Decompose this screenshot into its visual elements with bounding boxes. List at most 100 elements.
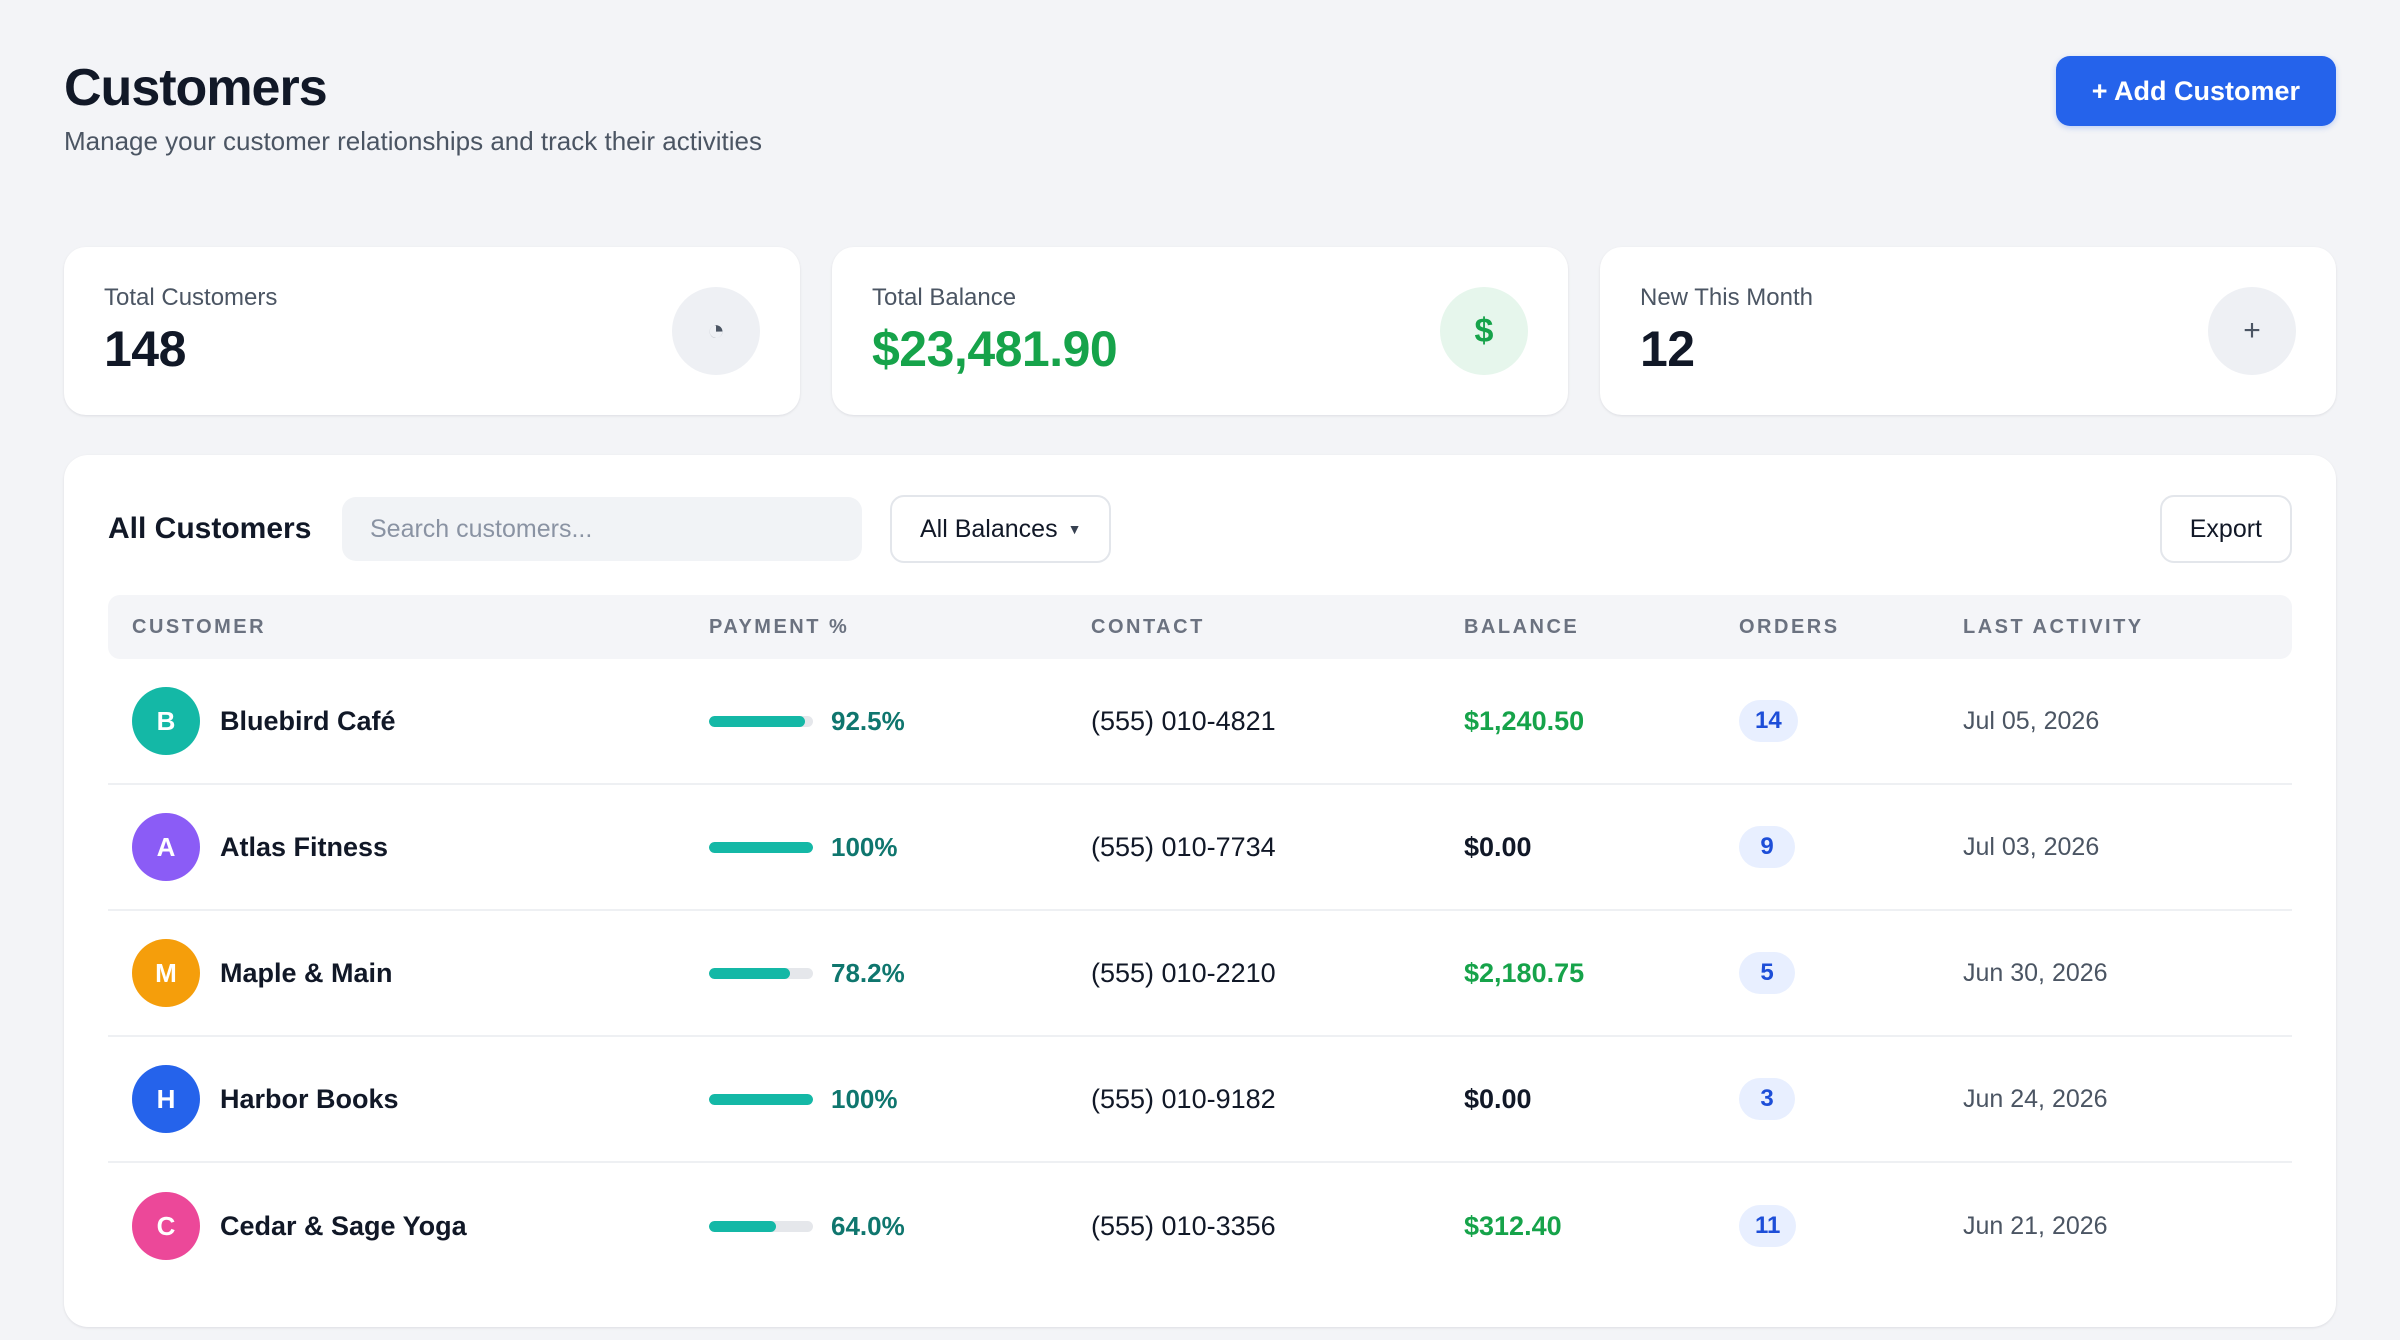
payment-cell: 78.2% [709, 958, 1091, 989]
payment-progress-fill [709, 1093, 813, 1105]
payment-progress-fill [709, 1220, 776, 1232]
chevron-down-icon: ▼ [1067, 521, 1082, 537]
avatar: M [132, 939, 200, 1007]
filter-label: All Balances [920, 514, 1058, 543]
stat-label: Total Balance [872, 284, 1017, 311]
customer-cell: A Atlas Fitness [132, 813, 709, 881]
stat-card-new-this-month: New This Month 12 + [1600, 247, 2336, 415]
contact-phone: (555) 010-7734 [1091, 831, 1276, 862]
table-row[interactable]: M Maple & Main 78.2% (555) 010-2210 $2,1… [108, 911, 2292, 1037]
contact-phone: (555) 010-2210 [1091, 957, 1276, 988]
table-row[interactable]: C Cedar & Sage Yoga 64.0% (555) 010-3356… [108, 1163, 2292, 1289]
stat-value: 148 [104, 321, 186, 377]
last-activity-date: Jul 03, 2026 [1963, 832, 2100, 861]
payment-percent: 64.0% [831, 1210, 905, 1241]
add-customer-button[interactable]: + Add Customer [2055, 56, 2336, 126]
stat-card-total-customers: Total Customers 148 ◔ [64, 247, 800, 415]
orders-cell: 9 [1739, 826, 1963, 868]
customer-name[interactable]: Maple & Main [220, 957, 393, 988]
table-title: All Customers [108, 512, 312, 545]
export-button[interactable]: Export [2159, 495, 2292, 563]
stat-text: Total Customers 148 [104, 284, 277, 378]
balance-value: $0.00 [1464, 831, 1532, 862]
balance-value: $1,240.50 [1464, 705, 1585, 736]
table-row[interactable]: H Harbor Books 100% (555) 010-9182 $0.00… [108, 1037, 2292, 1163]
last-activity-date: Jun 24, 2026 [1963, 1084, 2108, 1113]
last-activity-date: Jun 30, 2026 [1963, 958, 2108, 987]
payment-progress-fill [709, 841, 813, 853]
payment-progress-fill [709, 967, 791, 979]
customer-cell: B Bluebird Café [132, 687, 709, 755]
stat-label: New This Month [1640, 284, 1813, 311]
customer-cell: C Cedar & Sage Yoga [132, 1192, 709, 1260]
orders-cell: 11 [1739, 1205, 1963, 1247]
balance-filter-dropdown[interactable]: All Balances ▼ [890, 495, 1112, 563]
table-row[interactable]: A Atlas Fitness 100% (555) 010-7734 $0.0… [108, 785, 2292, 911]
page-subtitle: Manage your customer relationships and t… [64, 126, 762, 156]
column-header-orders[interactable]: ORDERS [1739, 615, 1840, 638]
avatar: H [132, 1065, 200, 1133]
payment-percent: 78.2% [831, 957, 905, 988]
customer-name[interactable]: Harbor Books [220, 1083, 399, 1114]
column-header-payment[interactable]: PAYMENT % [709, 615, 850, 638]
table-toolbar: All Customers All Balances ▼ Export [108, 495, 2292, 563]
balance-value: $2,180.75 [1464, 957, 1585, 988]
column-header-last-activity[interactable]: LAST ACTIVITY [1963, 615, 2144, 638]
payment-percent: 92.5% [831, 705, 905, 736]
stat-value: 12 [1640, 321, 1695, 377]
orders-badge: 5 [1739, 952, 1795, 994]
balance-value: $0.00 [1464, 1083, 1532, 1114]
orders-badge: 9 [1739, 826, 1795, 868]
contact-phone: (555) 010-3356 [1091, 1210, 1276, 1241]
payment-progress-bar [709, 967, 813, 979]
payment-cell: 100% [709, 832, 1091, 863]
payment-percent: 100% [831, 831, 898, 862]
search-input[interactable] [342, 497, 862, 561]
payment-percent: 100% [831, 1083, 898, 1114]
payment-cell: 64.0% [709, 1211, 1091, 1242]
payment-cell: 92.5% [709, 706, 1091, 737]
orders-cell: 5 [1739, 952, 1963, 994]
payment-progress-bar [709, 1220, 813, 1232]
customer-cell: M Maple & Main [132, 939, 709, 1007]
balance-value: $312.40 [1464, 1210, 1562, 1241]
dollar-icon: $ [1440, 287, 1528, 375]
table-body: B Bluebird Café 92.5% (555) 010-4821 $1,… [108, 659, 2292, 1289]
customer-name[interactable]: Cedar & Sage Yoga [220, 1210, 467, 1241]
avatar: C [132, 1192, 200, 1260]
customer-cell: H Harbor Books [132, 1065, 709, 1133]
pie-chart-icon: ◔ [672, 287, 760, 375]
stat-value: $23,481.90 [872, 321, 1118, 377]
customers-table-card: All Customers All Balances ▼ Export CUST… [64, 455, 2336, 1327]
column-header-balance[interactable]: BALANCE [1464, 615, 1580, 638]
column-header-customer[interactable]: CUSTOMER [132, 615, 267, 638]
customer-name[interactable]: Bluebird Café [220, 705, 396, 736]
payment-progress-fill [709, 715, 806, 727]
column-header-contact[interactable]: CONTACT [1091, 615, 1205, 638]
customer-name[interactable]: Atlas Fitness [220, 831, 389, 862]
payment-progress-bar [709, 841, 813, 853]
payment-progress-bar [709, 1093, 813, 1105]
orders-badge: 14 [1739, 700, 1798, 742]
payment-cell: 100% [709, 1084, 1091, 1115]
stat-card-total-balance: Total Balance $23,481.90 $ [832, 247, 1568, 415]
orders-cell: 14 [1739, 700, 1963, 742]
stat-text: Total Balance $23,481.90 [872, 284, 1118, 378]
avatar: B [132, 687, 200, 755]
header-text: Customers Manage your customer relations… [64, 56, 762, 157]
stat-text: New This Month 12 [1640, 284, 1813, 378]
last-activity-date: Jun 21, 2026 [1963, 1211, 2108, 1240]
contact-phone: (555) 010-9182 [1091, 1083, 1276, 1114]
orders-badge: 11 [1739, 1205, 1797, 1247]
stat-label: Total Customers [104, 284, 278, 311]
contact-phone: (555) 010-4821 [1091, 705, 1276, 736]
page-title: Customers [64, 59, 328, 117]
avatar: A [132, 813, 200, 881]
page-header: Customers Manage your customer relations… [64, 56, 2336, 192]
stat-cards: Total Customers 148 ◔ Total Balance $23,… [64, 247, 2336, 415]
last-activity-date: Jul 05, 2026 [1963, 706, 2100, 735]
plus-icon: + [2208, 287, 2296, 375]
table-row[interactable]: B Bluebird Café 92.5% (555) 010-4821 $1,… [108, 659, 2292, 785]
orders-cell: 3 [1739, 1078, 1963, 1120]
